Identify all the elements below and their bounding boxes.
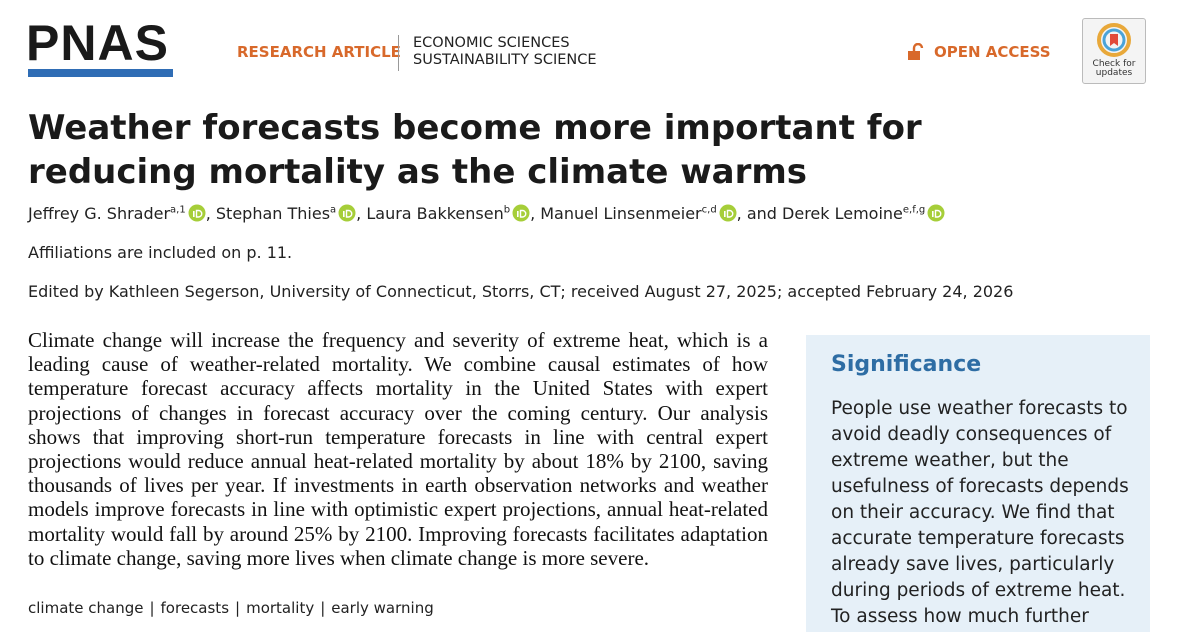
badge-line: updates [1095,68,1133,78]
badge-text: Check for updates [1083,60,1145,78]
open-access: OPEN ACCESS [906,43,1051,61]
article-title: Weather forecasts become more important … [28,108,922,192]
section-label: ECONOMIC SCIENCES [413,35,570,51]
keyword[interactable]: mortality [246,599,315,617]
keyword-separator: | [235,599,241,617]
orcid-icon[interactable] [512,204,530,222]
author-separator: , [530,204,541,223]
author-affiliation: b [503,204,511,216]
badge-icon [1097,23,1131,57]
keyword-separator: | [149,599,155,617]
section-label: SUSTAINABILITY SCIENCE [413,52,597,68]
significance-text: People use weather forecasts to avoid de… [831,398,1129,627]
keyword[interactable]: climate change [28,599,144,617]
author-name[interactable]: Laura Bakkensen [366,204,504,223]
check-updates-badge[interactable]: Check for updates [1082,18,1146,84]
abstract: Climate change will increase the frequen… [28,328,768,570]
access-label: OPEN ACCESS [934,43,1051,61]
orcid-icon[interactable] [719,204,737,222]
author-name[interactable]: Stephan Thies [215,204,331,223]
author-separator: , and [736,204,783,223]
author-affiliation: a,1 [170,204,186,216]
orcid-icon[interactable] [338,204,356,222]
divider [398,35,399,71]
author-name[interactable]: Manuel Linsenmeier [540,204,702,223]
author-name[interactable]: Jeffrey G. Shrader [28,204,171,223]
orcid-icon[interactable] [188,204,206,222]
significance-box: Significance People use weather forecast… [806,335,1150,632]
author-separator: , [356,204,367,223]
keyword[interactable]: forecasts [160,599,230,617]
keyword[interactable]: early warning [331,599,434,617]
authors: Jeffrey G. Shradera,1, Stephan Thiesa, L… [28,204,945,223]
author-affiliation: c,d [701,204,717,216]
significance-title: Significance [831,352,982,377]
logo[interactable]: PNAS [26,15,169,71]
affiliations[interactable]: Affiliations are included on p. 11. [28,243,293,262]
keyword-separator: | [320,599,326,617]
author-affiliation: a [330,204,337,216]
logo-bar [28,69,173,77]
sections: ECONOMIC SCIENCES SUSTAINABILITY SCIENCE [413,35,597,69]
badge-line: Check for [1092,59,1136,69]
lock-icon [908,43,924,60]
article-type: RESEARCH ARTICLE [237,43,401,61]
keywords: climate change | forecasts | mortality | early… [28,599,434,617]
author-separator: , [205,204,216,223]
author-affiliation: e,f,g [902,204,926,216]
orcid-icon[interactable] [927,204,945,222]
author-name[interactable]: Derek Lemoine [782,204,903,223]
edited-by: Edited by Kathleen Segerson, University … [28,282,1014,301]
